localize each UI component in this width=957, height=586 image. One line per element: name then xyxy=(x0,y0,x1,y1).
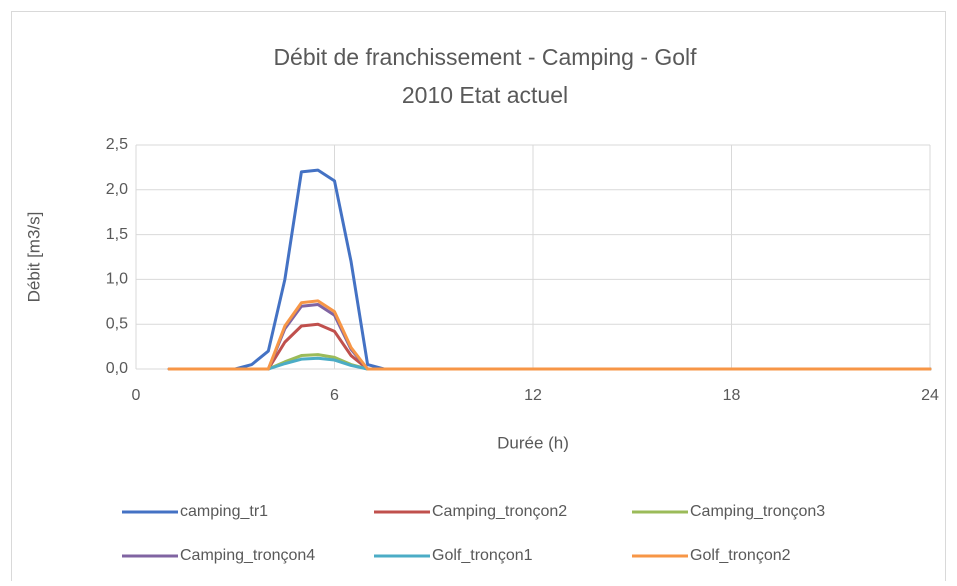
x-tick-label: 6 xyxy=(330,387,339,404)
chart-title: Débit de franchissement - Camping - Golf xyxy=(273,44,697,70)
legend-label: Golf_tronçon1 xyxy=(432,547,533,564)
legend-label: camping_tr1 xyxy=(180,503,268,520)
y-tick-label: 2,0 xyxy=(106,181,128,198)
x-tick-label: 12 xyxy=(524,387,542,404)
series-line xyxy=(167,299,932,371)
y-tick-label: 1,0 xyxy=(106,271,128,288)
legend-label: Golf_tronçon2 xyxy=(690,547,791,564)
y-tick-label: 0,0 xyxy=(106,360,128,377)
x-tick-label: 18 xyxy=(723,387,741,404)
chart-frame xyxy=(11,11,946,586)
legend-label: Camping_tronçon2 xyxy=(432,503,567,520)
legend-label: Camping_tronçon4 xyxy=(180,547,315,564)
legend-label: Camping_tronçon3 xyxy=(690,503,825,520)
y-axis-label: Débit [m3/s] xyxy=(24,212,43,303)
y-tick-label: 1,5 xyxy=(106,226,128,243)
x-tick-label: 0 xyxy=(132,387,141,404)
chart-subtitle: 2010 Etat actuel xyxy=(402,82,568,108)
y-tick-label: 2,5 xyxy=(106,136,128,153)
y-tick-label: 0,5 xyxy=(106,315,128,332)
x-axis-label: Durée (h) xyxy=(497,433,569,452)
x-tick-label: 24 xyxy=(921,387,939,404)
